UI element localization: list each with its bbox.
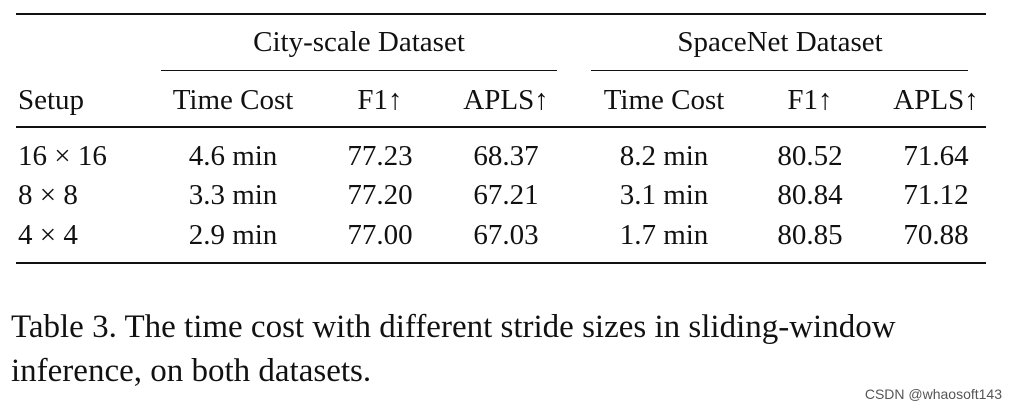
column-header-apls-spacenet: APLS↑ bbox=[893, 84, 979, 116]
table-cell: 16 × 16 bbox=[18, 140, 107, 172]
column-header-f1-city: F1↑ bbox=[357, 84, 403, 116]
table-cell: 1.7 min bbox=[619, 219, 709, 251]
table-cell: 68.37 bbox=[473, 140, 539, 172]
table-cell: 80.84 bbox=[777, 179, 843, 211]
table-cell: 3.1 min bbox=[619, 179, 709, 211]
group-rule-spacenet bbox=[591, 70, 968, 71]
group-rule-city bbox=[161, 70, 557, 71]
watermark: CSDN @whaosoft143 bbox=[864, 386, 1002, 402]
column-header-apls-city: APLS↑ bbox=[463, 84, 549, 116]
column-header-time-cost-spacenet: Time Cost bbox=[603, 84, 725, 116]
table-cell: 4 × 4 bbox=[18, 219, 78, 251]
table-cell: 67.21 bbox=[473, 179, 539, 211]
table-cell: 8 × 8 bbox=[18, 179, 78, 211]
table-cell: 80.52 bbox=[777, 140, 843, 172]
table-caption-line-2: inference, on both datasets. bbox=[11, 353, 372, 389]
table-cell: 8.2 min bbox=[619, 140, 709, 172]
bottom-rule bbox=[16, 262, 986, 264]
table-cell: 3.3 min bbox=[188, 179, 278, 211]
group-header-spacenet: SpaceNet Dataset bbox=[677, 26, 883, 58]
group-header-city: City-scale Dataset bbox=[253, 26, 465, 58]
table-cell: 67.03 bbox=[473, 219, 539, 251]
header-rule bbox=[16, 126, 986, 128]
column-header-time-cost-city: Time Cost bbox=[172, 84, 294, 116]
table-cell: 70.88 bbox=[903, 219, 969, 251]
table-cell: 71.64 bbox=[903, 140, 969, 172]
table-cell: 80.85 bbox=[777, 219, 843, 251]
column-header-setup: Setup bbox=[18, 84, 85, 116]
table-caption-line-1: Table 3. The time cost with different st… bbox=[11, 309, 896, 345]
table-cell: 77.23 bbox=[347, 140, 413, 172]
top-rule bbox=[16, 13, 986, 15]
table-cell: 4.6 min bbox=[188, 140, 278, 172]
table-cell: 77.20 bbox=[347, 179, 413, 211]
table-cell: 77.00 bbox=[347, 219, 413, 251]
column-header-f1-spacenet: F1↑ bbox=[787, 84, 833, 116]
table-cell: 71.12 bbox=[903, 179, 969, 211]
table-cell: 2.9 min bbox=[188, 219, 278, 251]
